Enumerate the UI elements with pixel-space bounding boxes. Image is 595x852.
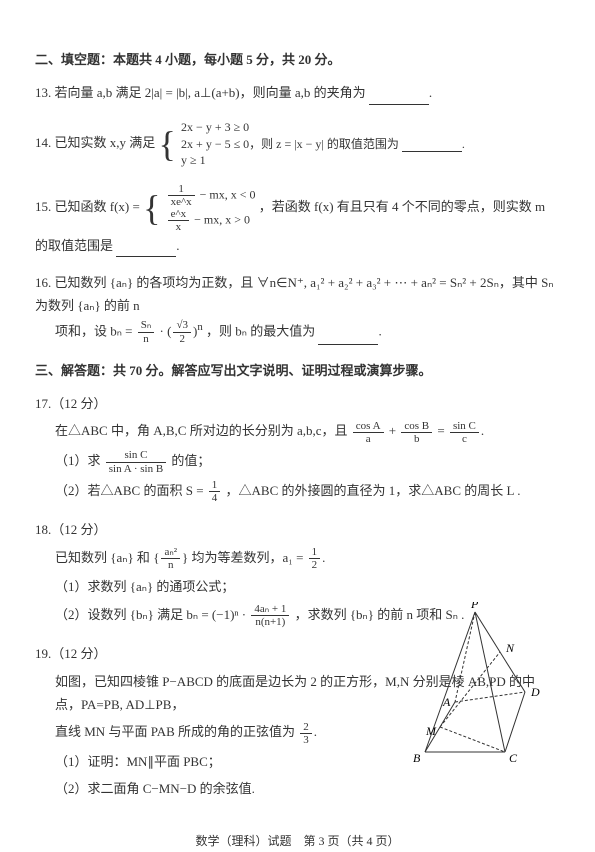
svg-text:M: M [425, 724, 437, 738]
q18-label: 18.（12 分） [35, 518, 560, 541]
q15-prefix: 15. 已知函数 f(x) = [35, 199, 140, 214]
q14: 14. 已知实数 x,y 满足 { 2x − y + 3 ≥ 0 2x + y … [35, 119, 560, 169]
q14-case3: y ≥ 1 [181, 152, 465, 169]
svg-text:N: N [505, 641, 515, 655]
q16-blank [318, 330, 378, 345]
q14-case2: 2x + y − 5 ≤ 0，则 z = |x − y| 的取值范围为 . [181, 136, 465, 153]
section-3-header: 三、解答题：共 70 分。解答应写出文字说明、证明过程或演算步骤。 [35, 359, 560, 382]
q16: 16. 已知数列 {aₙ} 的各项均为正数，且 ∀n∈N⁺, a₁² + a₂²… [35, 271, 560, 345]
q18-body: 已知数列 {aₙ} 和 {aₙ²n} 均为等差数列，a₁ = 12. [55, 546, 560, 572]
q15-case1: 1xe^x − mx, x < 0 [166, 183, 256, 208]
svg-text:P: P [470, 602, 479, 611]
q15: 15. 已知函数 f(x) = { 1xe^x − mx, x < 0 e^xx… [35, 183, 560, 257]
q15-cases: 1xe^x − mx, x < 0 e^xx − mx, x > 0 [166, 183, 256, 233]
q19-sub2: （2）求二面角 C−MN−D 的余弦值. [55, 777, 560, 800]
q16-line1: 16. 已知数列 {aₙ} 的各项均为正数，且 ∀n∈N⁺, a₁² + a₂²… [35, 271, 560, 318]
svg-text:D: D [530, 685, 540, 699]
q15-case2: e^xx − mx, x > 0 [166, 208, 256, 233]
pyramid-diagram: P A B C D M N [395, 602, 555, 772]
q14-blank [402, 137, 462, 152]
q15-brace: { [143, 190, 160, 226]
q13: 13. 若向量 a,b 满足 2|a| = |b|, a⊥(a+b)，则向量 a… [35, 81, 560, 104]
q17-body: 在△ABC 中，角 A,B,C 所对边的长分别为 a,b,c，且 cos Aa … [55, 419, 560, 445]
q13-blank [369, 90, 429, 105]
q13-text: 13. 若向量 a,b 满足 2|a| = |b|, a⊥(a+b)，则向量 a… [35, 85, 366, 100]
q17: 17.（12 分） 在△ABC 中，角 A,B,C 所对边的长分别为 a,b,c… [35, 392, 560, 504]
q14-prefix: 14. 已知实数 x,y 满足 [35, 135, 155, 150]
q14-case1: 2x − y + 3 ≥ 0 [181, 119, 465, 136]
q14-brace: { [159, 126, 176, 162]
svg-text:C: C [509, 751, 518, 765]
q17-sub1: （1）求 sin Csin A · sin B 的值； [55, 449, 560, 475]
page-footer: 数学（理科）试题 第 3 页（共 4 页） [35, 831, 560, 852]
svg-text:A: A [442, 695, 451, 709]
q17-label: 17.（12 分） [35, 392, 560, 415]
q18-sub1: （1）求数列 {aₙ} 的通项公式； [55, 575, 560, 598]
q15-blank [116, 242, 176, 257]
q17-sub2: （2）若△ABC 的面积 S = 14 ，△ABC 的外接圆的直径为 1，求△A… [55, 479, 560, 505]
q14-cases: 2x − y + 3 ≥ 0 2x + y − 5 ≤ 0，则 z = |x −… [181, 119, 465, 169]
svg-text:B: B [413, 751, 421, 765]
section-2-header: 二、填空题：本题共 4 小题，每小题 5 分，共 20 分。 [35, 48, 560, 71]
q16-line2: 项和，设 bₙ = Sₙn · (√32)n ，则 bₙ 的最大值为 . [55, 318, 560, 345]
